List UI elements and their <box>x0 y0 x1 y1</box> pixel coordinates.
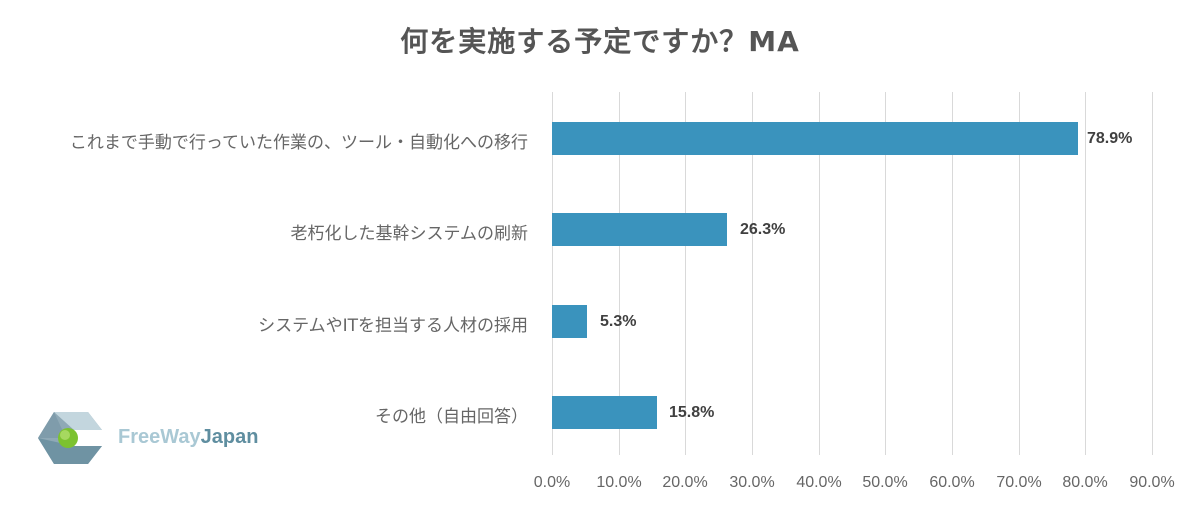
gridline <box>1018 92 1020 455</box>
x-tick-label: 0.0% <box>533 474 571 491</box>
gridline <box>885 92 887 455</box>
x-tick-label: 60.0% <box>929 474 975 491</box>
logo-text: FreeWayJapan <box>118 426 259 448</box>
bar-2 <box>552 305 587 338</box>
gridline <box>1085 92 1087 455</box>
chart-title: 何を実施する予定ですか？MA <box>400 25 800 58</box>
gridline <box>552 92 553 455</box>
gridline <box>752 92 753 455</box>
x-tick-label: 30.0% <box>729 474 775 491</box>
bar-value-label-1: 26.3% <box>740 221 786 238</box>
bar-value-label-3: 15.8% <box>669 404 715 421</box>
gridline <box>952 92 953 455</box>
x-tick-label: 90.0% <box>1129 474 1175 491</box>
x-tick-label: 40.0% <box>796 474 842 491</box>
plot-area: 78.9% 26.3% 5.3% 15.8% <box>552 92 1153 455</box>
category-label-1: 老朽化した基幹システムの刷新 <box>290 224 529 244</box>
gridline <box>618 92 620 455</box>
x-tick-label: 50.0% <box>862 474 908 491</box>
hexagon-logo-icon <box>38 412 102 464</box>
category-label-3: その他（自由回答） <box>375 407 528 427</box>
gridline <box>1152 92 1153 455</box>
x-tick-label: 10.0% <box>596 474 642 491</box>
bar-value-label-2: 5.3% <box>600 313 637 330</box>
category-label-0: これまで手動で行っていた作業の、ツール・自動化への移行 <box>69 133 528 153</box>
bar-3 <box>552 396 657 429</box>
category-label-2: システムやITを担当する人材の採用 <box>258 316 528 336</box>
bar-value-label-0: 78.9% <box>1087 130 1133 147</box>
x-tick-label: 80.0% <box>1062 474 1108 491</box>
freewayjapan-logo: FreeWayJapan <box>36 410 266 466</box>
bar-1 <box>552 213 727 246</box>
x-tick-label: 20.0% <box>662 474 708 491</box>
gridline <box>818 92 820 455</box>
bar-0 <box>552 122 1078 155</box>
x-tick-label: 70.0% <box>996 474 1042 491</box>
gridline <box>685 92 687 455</box>
